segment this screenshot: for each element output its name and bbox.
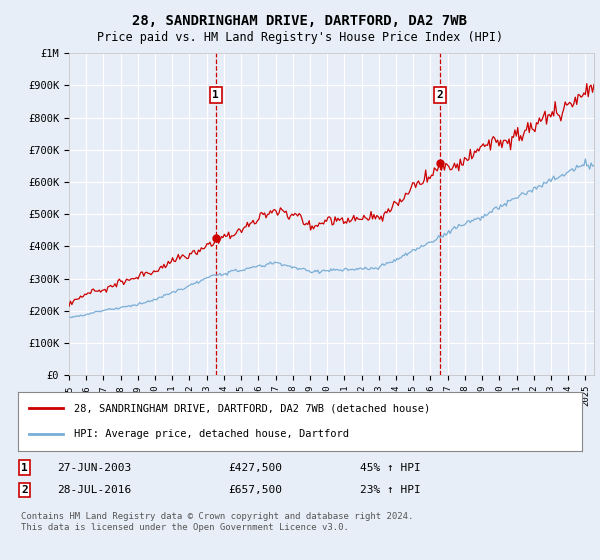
Text: 28, SANDRINGHAM DRIVE, DARTFORD, DA2 7WB (detached house): 28, SANDRINGHAM DRIVE, DARTFORD, DA2 7WB… bbox=[74, 403, 431, 413]
Text: 27-JUN-2003: 27-JUN-2003 bbox=[57, 463, 131, 473]
Text: 28, SANDRINGHAM DRIVE, DARTFORD, DA2 7WB: 28, SANDRINGHAM DRIVE, DARTFORD, DA2 7WB bbox=[133, 14, 467, 28]
Text: £657,500: £657,500 bbox=[228, 485, 282, 495]
Text: 1: 1 bbox=[212, 90, 219, 100]
Text: 2: 2 bbox=[21, 485, 28, 495]
Text: 28-JUL-2016: 28-JUL-2016 bbox=[57, 485, 131, 495]
Text: 23% ↑ HPI: 23% ↑ HPI bbox=[360, 485, 421, 495]
Text: 45% ↑ HPI: 45% ↑ HPI bbox=[360, 463, 421, 473]
Text: Price paid vs. HM Land Registry's House Price Index (HPI): Price paid vs. HM Land Registry's House … bbox=[97, 31, 503, 44]
Text: Contains HM Land Registry data © Crown copyright and database right 2024.
This d: Contains HM Land Registry data © Crown c… bbox=[21, 512, 413, 532]
Text: 1: 1 bbox=[21, 463, 28, 473]
Text: £427,500: £427,500 bbox=[228, 463, 282, 473]
Text: 2: 2 bbox=[437, 90, 443, 100]
Text: HPI: Average price, detached house, Dartford: HPI: Average price, detached house, Dart… bbox=[74, 430, 349, 440]
